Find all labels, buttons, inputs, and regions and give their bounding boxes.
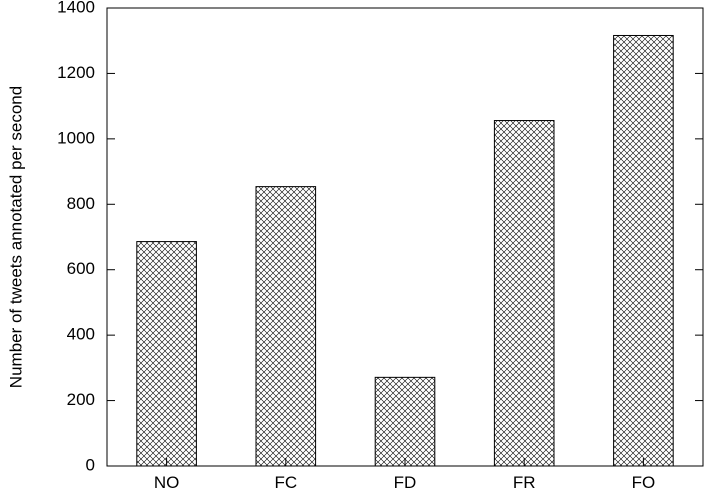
y-tick-label: 800 bbox=[67, 194, 95, 213]
x-axis: NO FC FD FR FO bbox=[154, 458, 655, 492]
y-tick-label: 1200 bbox=[57, 63, 95, 82]
bar-fd bbox=[374, 376, 436, 467]
x-tick-label-fd: FD bbox=[394, 473, 417, 492]
x-tick-label-no: NO bbox=[154, 473, 180, 492]
y-tick-label: 1400 bbox=[57, 0, 95, 16]
bars-group bbox=[136, 34, 674, 467]
bar-no bbox=[136, 241, 197, 467]
y-axis-label: Number of tweets annotated per second bbox=[6, 86, 25, 388]
y-tick-label: 400 bbox=[67, 325, 95, 344]
x-tick-label-fr: FR bbox=[513, 473, 536, 492]
x-tick-label-fo: FO bbox=[632, 473, 656, 492]
bar-fo bbox=[613, 34, 674, 467]
y-axis: 0 200 400 600 800 1000 1200 1400 bbox=[57, 0, 703, 474]
y-tick-label: 1000 bbox=[57, 128, 95, 147]
bar-fc bbox=[255, 186, 317, 467]
bar-fr bbox=[493, 120, 555, 467]
y-tick-label: 200 bbox=[67, 390, 95, 409]
x-tick-label-fc: FC bbox=[274, 473, 297, 492]
y-tick-label: 0 bbox=[86, 455, 95, 474]
y-tick-label: 600 bbox=[67, 259, 95, 278]
